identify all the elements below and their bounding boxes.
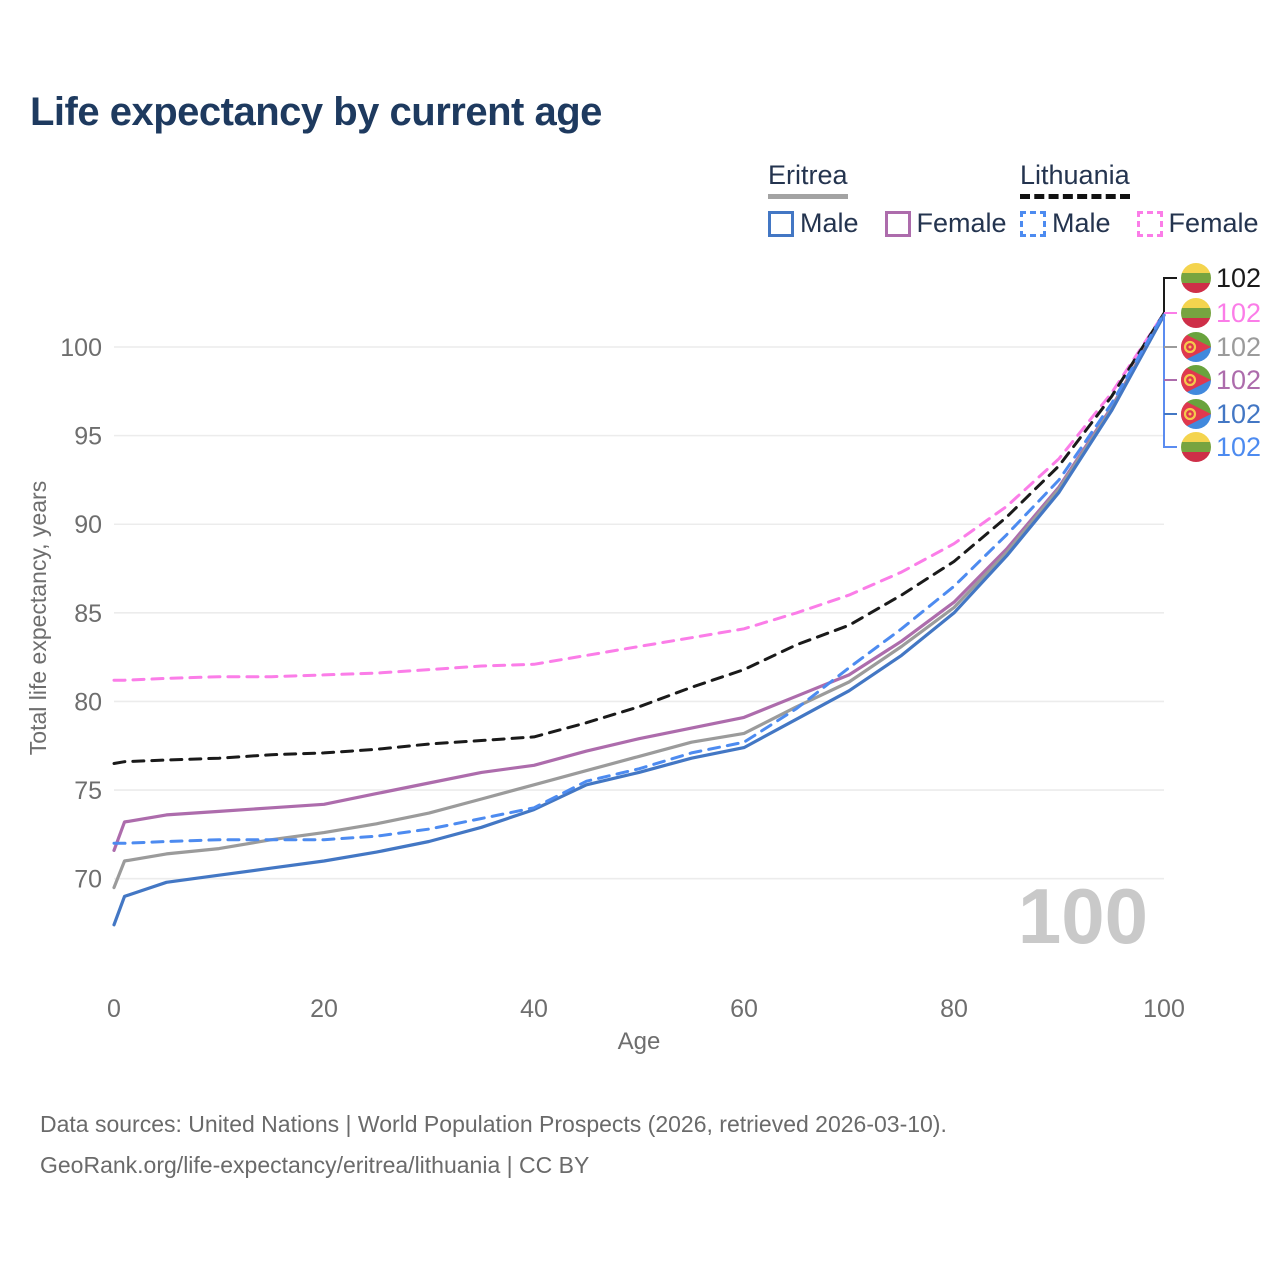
end-value-label-lithuania-female: 102 bbox=[1216, 298, 1261, 328]
series-line-eritrea-male[interactable] bbox=[112, 313, 1166, 927]
y-tick-label: 90 bbox=[74, 511, 102, 539]
eritrea-male-swatch-icon bbox=[768, 210, 794, 237]
chart-title: Life expectancy by current age bbox=[30, 90, 602, 134]
lithuania-flag-icon bbox=[1181, 432, 1211, 462]
end-value-label-eritrea-male: 102 bbox=[1216, 399, 1261, 429]
series-line-lithuania-male[interactable] bbox=[112, 311, 1166, 845]
x-tick-label: 0 bbox=[107, 995, 121, 1023]
legend-group-title-lithuania[interactable]: Lithuania bbox=[1020, 160, 1130, 199]
end-value-label-eritrea-female: 102 bbox=[1216, 365, 1261, 395]
footer: Data sources: United Nations | World Pop… bbox=[40, 1104, 947, 1186]
x-tick-label: 40 bbox=[520, 995, 548, 1023]
series-line-lithuania-female[interactable] bbox=[112, 311, 1166, 682]
legend-group-lithuania: Lithuania Male Female bbox=[1020, 160, 1280, 239]
y-tick-label: 100 bbox=[60, 334, 102, 362]
x-tick-label: 60 bbox=[730, 995, 758, 1023]
y-tick-label: 95 bbox=[74, 423, 102, 451]
y-tick-label: 85 bbox=[74, 600, 102, 628]
y-tick-label: 70 bbox=[74, 866, 102, 894]
legend-item-label: Female bbox=[916, 208, 1007, 238]
legend-group-eritrea: Eritrea Male Female bbox=[768, 160, 1033, 239]
y-tick-label: 75 bbox=[74, 777, 102, 805]
y-tick-label: 80 bbox=[74, 688, 102, 716]
lithuania-male-swatch-icon bbox=[1020, 210, 1046, 237]
series-line-eritrea[interactable] bbox=[112, 313, 1166, 890]
series-line-lithuania[interactable] bbox=[112, 311, 1166, 765]
eritrea-female-swatch-icon bbox=[884, 210, 911, 237]
x-tick-label: 80 bbox=[940, 995, 968, 1023]
lithuania-female-swatch-icon bbox=[1136, 210, 1163, 237]
series-line-eritrea-female[interactable] bbox=[112, 313, 1166, 852]
x-tick-label: 100 bbox=[1143, 995, 1185, 1023]
x-axis-title: Age bbox=[618, 1028, 661, 1055]
legend-item-eritrea-male[interactable]: Male bbox=[768, 208, 859, 239]
legend-item-eritrea-female[interactable]: Female bbox=[884, 208, 1007, 239]
connector-line bbox=[1163, 277, 1177, 314]
y-axis-title: Total life expectancy, years bbox=[25, 481, 51, 755]
x-tick-label: 20 bbox=[310, 995, 338, 1023]
legend-item-label: Female bbox=[1168, 208, 1259, 238]
attribution-text: GeoRank.org/life-expectancy/eritrea/lith… bbox=[40, 1152, 590, 1178]
eritrea-flag-icon bbox=[1181, 332, 1211, 362]
end-value-label-lithuania: 102 bbox=[1216, 263, 1261, 293]
lithuania-flag-icon bbox=[1181, 263, 1211, 293]
lithuania-flag-icon bbox=[1181, 298, 1211, 328]
legend-item-lithuania-male[interactable]: Male bbox=[1020, 208, 1111, 239]
legend-item-label: Male bbox=[800, 208, 859, 238]
end-value-label-eritrea: 102 bbox=[1216, 332, 1261, 362]
connector-line bbox=[1163, 313, 1177, 448]
eritrea-flag-icon bbox=[1181, 399, 1211, 429]
legend-item-lithuania-female[interactable]: Female bbox=[1136, 208, 1259, 239]
legend-group-title-eritrea[interactable]: Eritrea bbox=[768, 160, 848, 199]
eritrea-flag-icon bbox=[1181, 365, 1211, 395]
age-watermark: 100 bbox=[1018, 872, 1148, 960]
end-value-label-lithuania-male: 102 bbox=[1216, 432, 1261, 462]
legend-item-label: Male bbox=[1052, 208, 1111, 238]
data-sources-text: Data sources: United Nations | World Pop… bbox=[40, 1111, 947, 1137]
